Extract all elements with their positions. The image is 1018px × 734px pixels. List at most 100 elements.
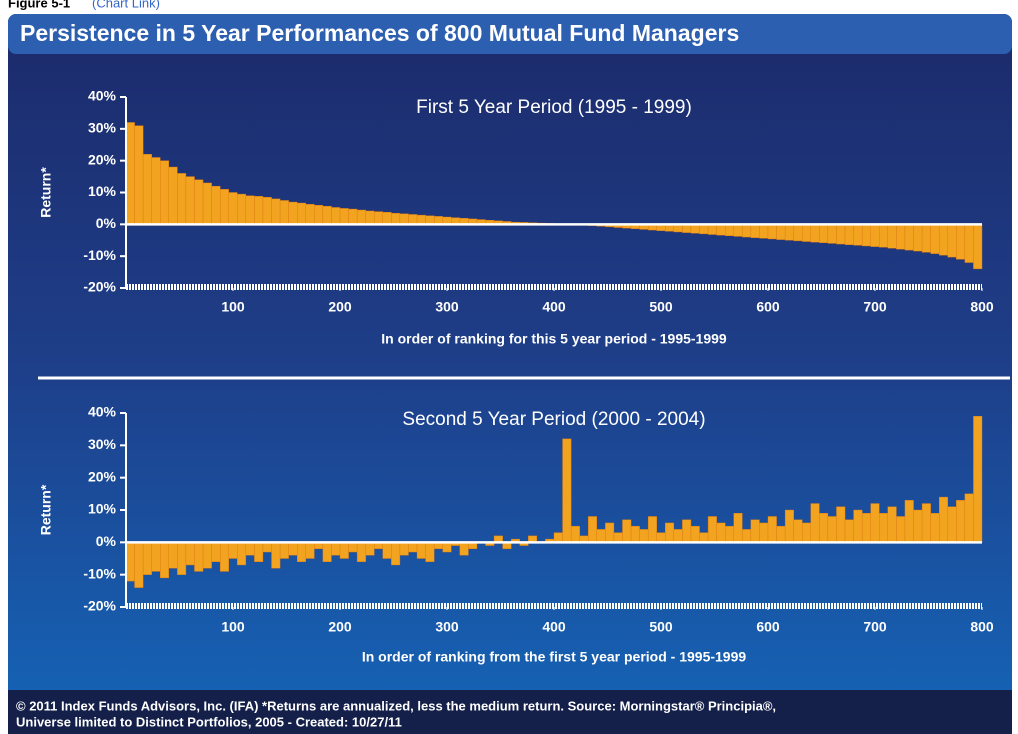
bar <box>297 202 306 225</box>
bar <box>750 519 760 543</box>
bar <box>391 212 401 225</box>
bar <box>356 209 366 225</box>
bar <box>921 224 931 253</box>
panel-title: Second 5 Year Period (2000 - 2004) <box>402 409 705 430</box>
bar <box>639 529 649 543</box>
bar <box>973 416 983 543</box>
bar <box>716 522 726 543</box>
x-tick-label: 200 <box>328 619 352 635</box>
bar <box>904 224 914 251</box>
bar <box>399 213 409 225</box>
bar <box>810 503 820 543</box>
bar <box>168 166 178 225</box>
panel-title: First 5 Year Period (1995 - 1999) <box>416 97 692 118</box>
y-tick-label: 40% <box>88 404 117 420</box>
bar <box>699 224 709 235</box>
bar <box>964 493 974 543</box>
panel-bg <box>8 14 1012 728</box>
bar <box>356 542 366 562</box>
bar <box>219 542 229 572</box>
bar <box>459 542 469 556</box>
bar <box>870 503 880 543</box>
bar <box>776 224 786 240</box>
bar <box>331 542 341 556</box>
bar <box>647 516 657 543</box>
x-tick-label: 300 <box>435 299 459 315</box>
bar <box>793 519 803 543</box>
bar <box>271 542 281 569</box>
bar <box>896 516 906 543</box>
bar <box>322 542 332 562</box>
bar <box>707 224 717 235</box>
bar <box>673 529 683 543</box>
bar <box>279 542 289 559</box>
bar <box>742 529 752 543</box>
bar <box>699 532 709 543</box>
bar <box>399 542 409 556</box>
bar <box>682 519 692 543</box>
bar <box>279 200 289 225</box>
bar <box>245 542 255 556</box>
bar <box>382 542 392 559</box>
x-tick-label: 500 <box>649 619 673 635</box>
bar <box>690 224 700 234</box>
bar <box>125 542 135 582</box>
bar <box>254 196 264 225</box>
x-tick-label: 500 <box>649 299 673 315</box>
chart-link[interactable]: (Chart Link) <box>92 0 160 10</box>
x-tick-label: 700 <box>863 299 887 315</box>
bar <box>151 157 161 225</box>
bar <box>348 208 358 225</box>
y-tick-label: 0% <box>96 215 117 231</box>
bar <box>836 506 846 543</box>
bar <box>297 542 306 562</box>
bar <box>605 522 615 543</box>
x-tick-label: 100 <box>221 299 245 315</box>
bar <box>562 438 572 543</box>
y-tick-label: 0% <box>96 533 117 549</box>
bar <box>947 506 957 543</box>
bar <box>759 224 769 239</box>
x-tick-label: 600 <box>756 619 780 635</box>
bar <box>802 224 811 242</box>
bar <box>245 195 255 225</box>
x-tick-label: 300 <box>435 619 459 635</box>
bar <box>810 224 820 243</box>
figure-label: Figure 5-1 <box>8 0 70 10</box>
bar <box>202 182 212 225</box>
bar <box>553 532 563 543</box>
bar <box>322 205 332 225</box>
bar <box>887 506 897 543</box>
y-tick-label: -10% <box>83 247 116 263</box>
bar <box>305 204 315 225</box>
bar <box>262 542 272 553</box>
x-tick-label: 700 <box>863 619 887 635</box>
x-tick-label: 400 <box>542 619 566 635</box>
bar <box>142 542 152 575</box>
bar <box>211 542 221 562</box>
bar <box>853 224 863 246</box>
footer-line: © 2011 Index Funds Advisors, Inc. (IFA) … <box>16 698 776 713</box>
bar <box>365 542 375 556</box>
bar <box>896 224 906 250</box>
bar <box>134 125 144 225</box>
bar <box>973 224 983 270</box>
bar <box>374 211 383 225</box>
bar <box>861 224 871 247</box>
bar <box>844 519 854 543</box>
x-tick-label: 200 <box>328 299 352 315</box>
bar <box>314 205 324 225</box>
bar <box>185 176 195 225</box>
bar <box>879 224 889 248</box>
bar <box>425 542 435 562</box>
x-tick-label: 600 <box>756 299 780 315</box>
bar <box>288 542 298 556</box>
bar <box>228 542 238 559</box>
bar <box>665 522 675 543</box>
x-axis-label: In order of ranking from the first 5 yea… <box>362 649 747 665</box>
bar <box>767 224 777 240</box>
bar <box>733 224 743 237</box>
bar <box>716 224 726 236</box>
bar <box>408 214 418 225</box>
y-axis-label: Return* <box>38 167 54 218</box>
